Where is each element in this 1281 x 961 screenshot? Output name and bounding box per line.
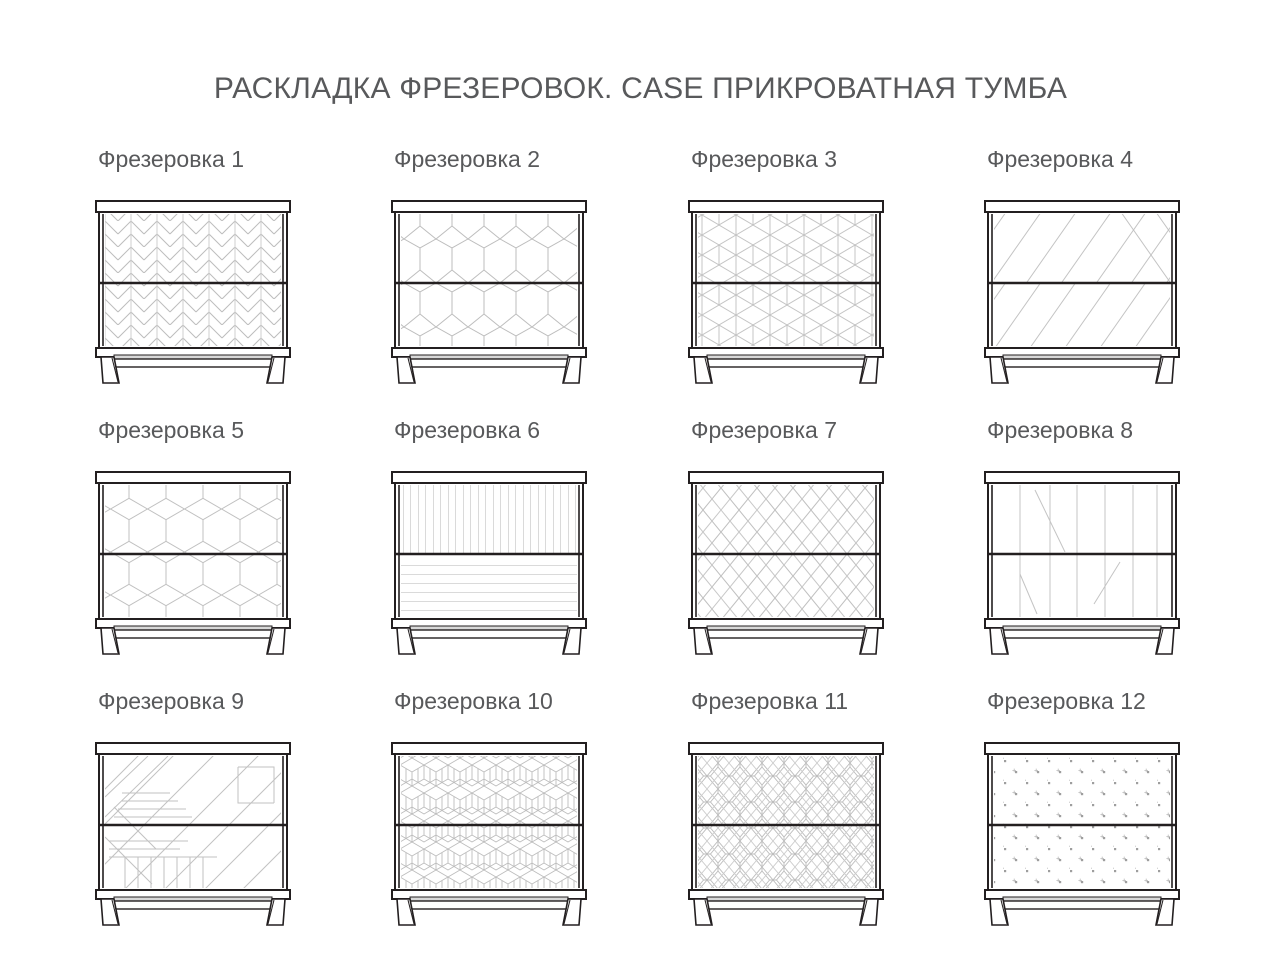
cabinet-drawing-4 xyxy=(981,195,1183,385)
cabinet-drawing-11 xyxy=(685,737,887,927)
cabinet-label: Фрезеровка 5 xyxy=(98,417,244,443)
cabinet-label: Фрезеровка 10 xyxy=(394,688,553,714)
cabinet-card-11[interactable]: Фрезеровка 11 xyxy=(679,690,975,927)
cabinet-card-10[interactable]: Фрезеровка 10 xyxy=(382,690,678,927)
cabinet-base xyxy=(688,889,884,926)
cabinet-drawing-9 xyxy=(92,737,294,927)
cabinet-body xyxy=(391,471,587,620)
cabinet-body xyxy=(984,471,1180,620)
cabinet-base xyxy=(984,889,1180,926)
cabinet-base xyxy=(95,889,291,926)
cabinet-label: Фрезеровка 4 xyxy=(987,146,1133,172)
cabinet-grid: Фрезеровка 1 xyxy=(0,148,1281,961)
cabinet-body xyxy=(95,200,291,349)
cabinet-body xyxy=(95,742,291,891)
cabinet-label: Фрезеровка 3 xyxy=(691,146,837,172)
cabinet-card-4[interactable]: Фрезеровка 4 xyxy=(975,148,1271,385)
cabinet-card-12[interactable]: Фрезеровка 12 xyxy=(975,690,1271,927)
cabinet-drawing-6 xyxy=(388,466,590,656)
cabinet-drawing-1 xyxy=(92,195,294,385)
cabinet-label: Фрезеровка 12 xyxy=(987,688,1146,714)
cabinet-base xyxy=(688,347,884,384)
cabinet-label: Фрезеровка 9 xyxy=(98,688,244,714)
cabinet-card-9[interactable]: Фрезеровка 9 xyxy=(86,690,382,927)
cabinet-label: Фрезеровка 11 xyxy=(691,688,849,714)
cabinet-base xyxy=(984,347,1180,384)
cabinet-body xyxy=(688,471,884,620)
cabinet-base xyxy=(391,618,587,655)
cabinet-card-2[interactable]: Фрезеровка 2 xyxy=(382,148,678,385)
cabinet-card-8[interactable]: Фрезеровка 8 xyxy=(975,419,1271,656)
cabinet-label: Фрезеровка 6 xyxy=(394,417,540,443)
cabinet-body xyxy=(688,742,884,891)
cabinet-card-1[interactable]: Фрезеровка 1 xyxy=(86,148,382,385)
cabinet-base xyxy=(391,889,587,926)
cabinet-drawing-7 xyxy=(685,466,887,656)
cabinet-label: Фрезеровка 1 xyxy=(98,146,244,172)
cabinet-base xyxy=(95,618,291,655)
cabinet-label: Фрезеровка 2 xyxy=(394,146,540,172)
cabinet-body xyxy=(95,471,291,620)
cabinet-card-7[interactable]: Фрезеровка 7 xyxy=(679,419,975,656)
cabinet-body xyxy=(688,200,884,349)
cabinet-base xyxy=(391,347,587,384)
cabinet-drawing-12 xyxy=(981,737,1183,927)
cabinet-body xyxy=(984,742,1180,891)
cabinet-drawing-2 xyxy=(388,195,590,385)
grid-row: Фрезеровка 5 xyxy=(0,419,1281,690)
grid-row: Фрезеровка 9 xyxy=(0,690,1281,961)
cabinet-body xyxy=(391,200,587,349)
cabinet-drawing-10 xyxy=(388,737,590,927)
cabinet-label: Фрезеровка 7 xyxy=(691,417,837,443)
cabinet-base xyxy=(688,618,884,655)
cabinet-drawing-5 xyxy=(92,466,294,656)
page-title: РАСКЛАДКА ФРЕЗЕРОВОК. CASE ПРИКРОВАТНАЯ … xyxy=(213,72,1068,105)
cabinet-card-6[interactable]: Фрезеровка 6 xyxy=(382,419,678,656)
cabinet-drawing-8 xyxy=(981,466,1183,656)
cabinet-card-5[interactable]: Фрезеровка 5 xyxy=(86,419,382,656)
cabinet-body xyxy=(391,742,587,891)
cabinet-base xyxy=(95,347,291,384)
cabinet-base xyxy=(984,618,1180,655)
cabinet-drawing-3 xyxy=(685,195,887,385)
grid-row: Фрезеровка 1 xyxy=(0,148,1281,419)
cabinet-card-3[interactable]: Фрезеровка 3 xyxy=(679,148,975,385)
cabinet-label: Фрезеровка 8 xyxy=(987,417,1133,443)
